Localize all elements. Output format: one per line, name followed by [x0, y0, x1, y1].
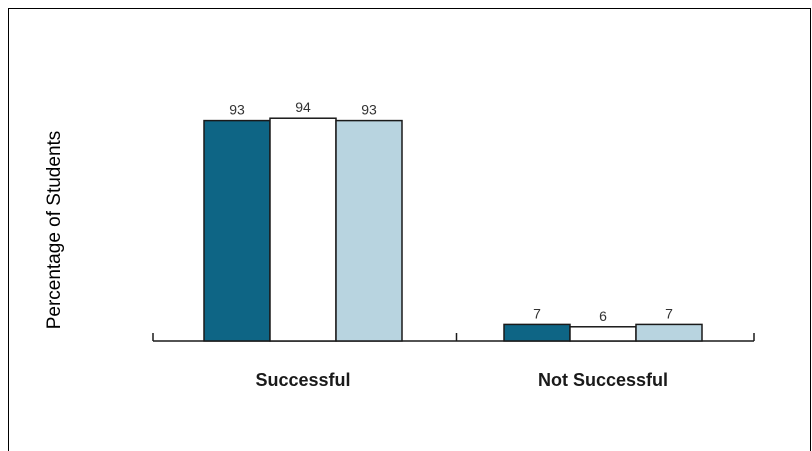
data-label: 6 [599, 308, 607, 324]
bar [569, 326, 637, 342]
category-label: Successful [255, 370, 350, 390]
bar [335, 119, 403, 342]
data-label: 93 [361, 102, 377, 118]
data-label: 7 [533, 305, 541, 321]
bar [269, 117, 337, 342]
bar [203, 119, 271, 342]
bars [203, 117, 703, 342]
bar [503, 323, 571, 342]
bar [635, 323, 703, 342]
data-label: 93 [229, 102, 245, 118]
data-label: 94 [295, 99, 311, 115]
data-label: 7 [665, 305, 673, 321]
chart-frame [8, 8, 811, 451]
y-axis-label: Percentage of Students [44, 131, 65, 330]
category-label: Not Successful [538, 370, 668, 390]
data-labels: 93 94 93 7 6 7 [229, 99, 673, 324]
category-labels: Successful Not Successful [255, 370, 668, 390]
